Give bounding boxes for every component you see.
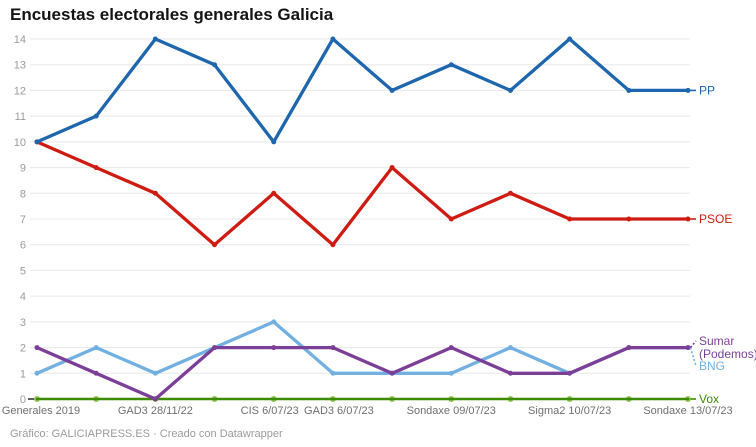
y-tick-label: 9 bbox=[20, 163, 26, 175]
series-point-sumar-podemos bbox=[685, 345, 691, 351]
y-tick-label: 0 bbox=[20, 394, 26, 406]
label-leader-bng bbox=[689, 347, 697, 367]
series-point-bng bbox=[34, 370, 40, 376]
series-point-pp bbox=[685, 87, 691, 93]
series-point-bng bbox=[330, 370, 336, 376]
y-tick-label: 2 bbox=[20, 343, 26, 355]
series-point-sumar-podemos bbox=[271, 345, 277, 351]
series-point-psoe bbox=[685, 216, 691, 222]
y-tick-label: 12 bbox=[14, 85, 26, 97]
series-point-pp bbox=[330, 36, 336, 42]
series-point-psoe bbox=[152, 190, 158, 196]
label-leader-sumar-podemos bbox=[689, 340, 697, 349]
y-tick-label: 3 bbox=[20, 317, 26, 329]
x-tick-label: GAD3 28/11/22 bbox=[118, 405, 193, 417]
x-tick-label: Sondaxe 09/07/23 bbox=[407, 405, 496, 417]
y-tick-label: 14 bbox=[14, 34, 26, 46]
series-line-pp bbox=[35, 37, 690, 144]
series-point-pp bbox=[567, 36, 573, 42]
series-point-bng bbox=[507, 345, 513, 351]
series-end-label-psoe: PSOE bbox=[699, 212, 732, 226]
y-tick-label: 8 bbox=[20, 188, 26, 200]
series-point-pp bbox=[34, 139, 40, 145]
series-point-psoe bbox=[330, 242, 336, 248]
series-point-sumar-podemos bbox=[152, 396, 158, 402]
series-end-label-sumar-podemos: (Podemos) bbox=[699, 347, 756, 361]
series-point-sumar-podemos bbox=[34, 345, 40, 351]
y-tick-label: 10 bbox=[14, 137, 26, 149]
series-point-psoe bbox=[448, 216, 454, 222]
series-point-sumar-podemos bbox=[212, 345, 218, 351]
series-point-sumar-podemos bbox=[507, 370, 513, 376]
series-point-sumar-podemos bbox=[389, 370, 395, 376]
chart-title: Encuestas electorales generales Galicia bbox=[10, 5, 334, 24]
series-point-psoe bbox=[93, 165, 99, 171]
series-point-bng bbox=[152, 370, 158, 376]
series-line-sumar-podemos bbox=[35, 345, 690, 401]
series-point-psoe bbox=[212, 242, 218, 248]
series-end-label-vox: Vox bbox=[699, 392, 719, 406]
series-point-sumar-podemos bbox=[626, 345, 632, 351]
series-point-bng bbox=[93, 345, 99, 351]
series-point-psoe bbox=[507, 190, 513, 196]
series-point-pp bbox=[626, 87, 632, 93]
series-line-psoe bbox=[35, 140, 690, 247]
series-point-sumar-podemos bbox=[567, 370, 573, 376]
series-point-pp bbox=[507, 87, 513, 93]
attribution-footer: Gráfico: GALICIAPRESS.ES · Creado con Da… bbox=[10, 428, 283, 440]
series-point-pp bbox=[152, 36, 158, 42]
x-tick-label: Generales 2019 bbox=[2, 405, 80, 417]
y-tick-label: 4 bbox=[20, 291, 26, 303]
series-end-label-sumar-podemos: Sumar bbox=[699, 334, 734, 348]
series-point-pp bbox=[93, 113, 99, 119]
x-tick-label: CIS 6/07/23 bbox=[241, 405, 299, 417]
series-point-sumar-podemos bbox=[330, 345, 336, 351]
series-point-bng bbox=[448, 370, 454, 376]
series-point-bng bbox=[271, 319, 277, 325]
series-point-sumar-podemos bbox=[93, 370, 99, 376]
x-tick-label: Sondaxe 13/07/23 bbox=[643, 405, 732, 417]
series-point-sumar-podemos bbox=[448, 345, 454, 351]
series-point-pp bbox=[389, 87, 395, 93]
series-point-psoe bbox=[567, 216, 573, 222]
series-point-pp bbox=[212, 62, 218, 68]
y-tick-label: 5 bbox=[20, 265, 26, 277]
x-tick-label: GAD3 6/07/23 bbox=[304, 405, 374, 417]
series-point-psoe bbox=[271, 190, 277, 196]
series-end-label-bng: BNG bbox=[699, 359, 725, 373]
series-point-pp bbox=[271, 139, 277, 145]
series-end-label-pp: PP bbox=[699, 83, 715, 97]
y-tick-label: 6 bbox=[20, 240, 26, 252]
y-tick-label: 13 bbox=[14, 60, 26, 72]
x-tick-label: Sigma2 10/07/23 bbox=[528, 405, 611, 417]
series-point-pp bbox=[448, 62, 454, 68]
y-tick-label: 11 bbox=[15, 111, 26, 123]
series-point-psoe bbox=[389, 165, 395, 171]
y-tick-label: 1 bbox=[20, 368, 26, 380]
y-tick-label: 7 bbox=[20, 214, 26, 226]
series-point-psoe bbox=[626, 216, 632, 222]
